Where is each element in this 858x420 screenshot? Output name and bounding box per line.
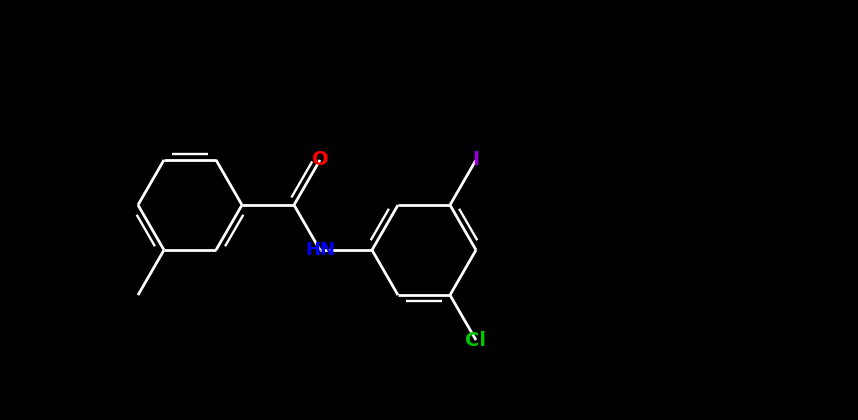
Text: HN: HN: [305, 241, 335, 259]
Text: O: O: [311, 150, 329, 169]
Text: Cl: Cl: [466, 331, 486, 349]
Text: I: I: [473, 150, 480, 169]
